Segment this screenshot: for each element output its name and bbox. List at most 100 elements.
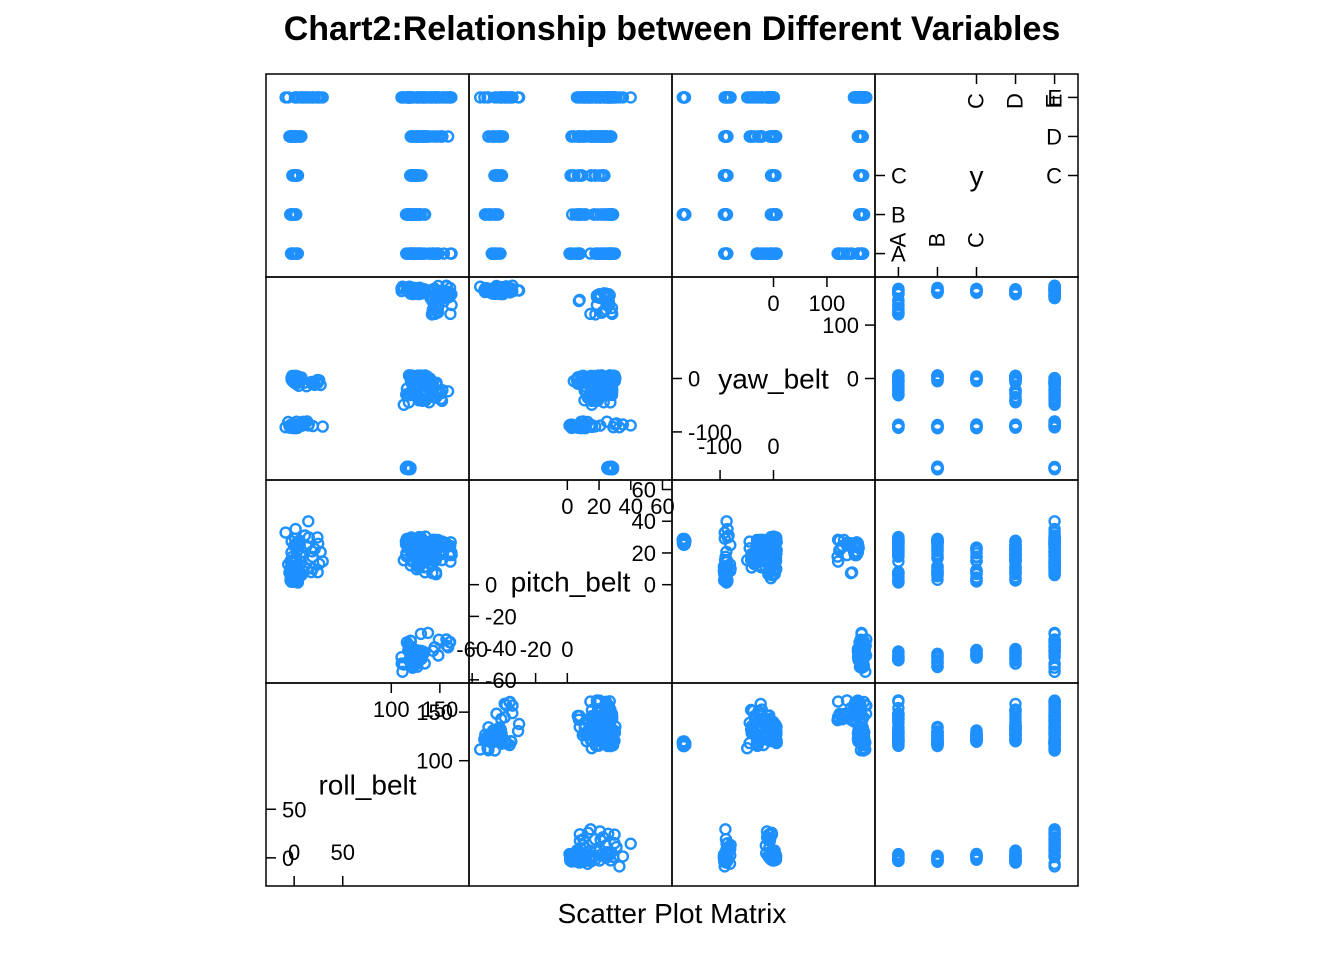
point-pitch_belt-y-347 (572, 247, 586, 260)
point-yaw_belt-pitch_belt-60 (719, 562, 733, 575)
point-yaw_belt-pitch_belt-69 (720, 515, 733, 528)
point-pitch_belt-roll_belt-180 (494, 725, 508, 738)
point-y-yaw_belt-153 (970, 285, 983, 298)
point-y-roll_belt-27 (931, 854, 944, 867)
point-roll_belt-pitch_belt-84 (313, 557, 326, 571)
tick-label-bottom-yaw_belt-1: 0 (767, 434, 779, 459)
point-yaw_belt-y-293 (747, 130, 760, 143)
point-y-pitch_belt-139 (931, 660, 944, 673)
point-pitch_belt-yaw_belt-66 (608, 418, 621, 431)
point-y-pitch_belt-293 (1009, 547, 1022, 561)
point-pitch_belt-yaw_belt-335 (604, 461, 617, 474)
tick-label-left-yaw_belt-0: -100 (688, 420, 732, 445)
point-yaw_belt-pitch_belt-349 (837, 533, 851, 547)
variable-label-y: y (970, 161, 984, 192)
point-pitch_belt-roll_belt-348 (584, 695, 597, 708)
point-y-pitch_belt-152 (970, 644, 983, 657)
point-pitch_belt-y-279 (578, 91, 591, 104)
point-yaw_belt-pitch_belt-335 (678, 535, 691, 548)
point-roll_belt-y-83 (293, 130, 306, 143)
point-y-roll_belt-335 (1048, 735, 1061, 749)
point-yaw_belt-pitch_belt-181 (857, 635, 871, 649)
point-y-yaw_belt-349 (892, 301, 905, 315)
point-y-yaw_belt-209 (931, 370, 944, 384)
point-pitch_belt-yaw_belt-60 (577, 419, 590, 433)
point-pitch_belt-y-138 (485, 208, 498, 221)
tick-label-top-yaw_belt-0: 0 (767, 291, 779, 316)
point-roll_belt-yaw_belt-58 (316, 420, 329, 433)
tick-label-bottom-pitch_belt-0: -60 (456, 637, 488, 662)
point-y-roll_belt-347 (892, 713, 905, 726)
point-yaw_belt-roll_belt-96 (759, 839, 772, 852)
point-roll_belt-y-290 (423, 130, 436, 143)
point-pitch_belt-roll_belt-167 (482, 729, 495, 743)
point-yaw_belt-roll_belt-335 (678, 735, 691, 749)
point-pitch_belt-roll_belt-349 (605, 707, 619, 721)
point-y-pitch_belt-153 (970, 648, 983, 661)
point-pitch_belt-y-343 (590, 247, 604, 260)
point-y-roll_belt-341 (892, 701, 905, 715)
point-pitch_belt-y-335 (604, 91, 617, 104)
point-y-pitch_belt-82 (1009, 572, 1022, 585)
point-yaw_belt-pitch_belt-167 (853, 657, 867, 670)
tick-label-top-roll_belt-1: 150 (422, 697, 459, 722)
point-yaw_belt-pitch_belt-68 (724, 538, 737, 552)
point-roll_belt-pitch_belt-174 (428, 641, 441, 654)
point-y-pitch_belt-105 (1048, 665, 1061, 678)
point-roll_belt-pitch_belt-83 (293, 538, 306, 551)
point-yaw_belt-y-27 (719, 208, 732, 221)
panel-frame-yaw_belt-y (671, 73, 876, 278)
point-roll_belt-y-321 (401, 208, 415, 221)
point-y-yaw_belt-167 (1009, 285, 1022, 299)
point-roll_belt-y-82 (286, 130, 299, 143)
tick-label-right-pitch_belt-3: 60 (632, 478, 656, 503)
point-yaw_belt-y-277 (751, 91, 764, 104)
point-y-yaw_belt-223 (970, 374, 983, 388)
point-roll_belt-yaw_belt-64 (279, 421, 292, 434)
point-pitch_belt-yaw_belt-278 (604, 396, 617, 409)
point-roll_belt-y-27 (285, 208, 298, 221)
point-pitch_belt-roll_belt-95 (573, 834, 587, 847)
point-y-roll_belt-349 (892, 707, 905, 721)
point-roll_belt-y-291 (415, 130, 428, 143)
point-roll_belt-y-276 (417, 91, 430, 104)
point-yaw_belt-roll_belt-292 (748, 712, 762, 725)
point-y-roll_belt-95 (1048, 834, 1061, 847)
tick-label-right-pitch_belt-0: 0 (644, 573, 656, 598)
variable-label-pitch_belt: pitch_belt (511, 567, 631, 598)
point-y-pitch_belt-26 (931, 564, 944, 577)
point-pitch_belt-roll_belt-92 (588, 833, 602, 846)
point-pitch_belt-y-218 (589, 169, 602, 182)
tick-label-right-pitch_belt-1: 20 (632, 541, 656, 566)
point-y-roll_belt-293 (1009, 704, 1022, 718)
point-y-roll_belt-292 (1009, 712, 1022, 725)
point-yaw_belt-pitch_belt-67 (720, 555, 733, 569)
point-pitch_belt-y-292 (587, 130, 600, 143)
point-yaw_belt-roll_belt-58 (719, 823, 732, 836)
point-roll_belt-yaw_belt-335 (403, 461, 417, 474)
point-roll_belt-pitch_belt-347 (426, 566, 439, 580)
point-y-yaw_belt-321 (931, 460, 944, 474)
point-y-roll_belt-40 (970, 848, 983, 862)
point-y-yaw_belt-41 (970, 420, 983, 433)
point-roll_belt-yaw_belt-291 (415, 394, 428, 407)
point-y-roll_belt-41 (970, 853, 983, 866)
point-pitch_belt-roll_belt-339 (589, 713, 602, 727)
tick-label-right-pitch_belt-2: 40 (632, 509, 656, 534)
point-yaw_belt-roll_belt-64 (718, 860, 731, 873)
point-pitch_belt-y-293 (591, 130, 605, 143)
point-roll_belt-y-261 (400, 247, 413, 260)
point-y-pitch_belt-208 (931, 551, 944, 565)
point-y-yaw_belt-279 (1048, 394, 1061, 407)
tick-label-right-yaw_belt-0: 0 (847, 367, 859, 392)
variable-label-roll_belt: roll_belt (318, 770, 416, 801)
tick-label-top-pitch_belt-2: 40 (619, 494, 643, 519)
point-y-roll_belt-276 (1048, 722, 1061, 735)
point-pitch_belt-roll_belt-168 (511, 724, 525, 738)
tick-label-left-pitch_belt-3: 0 (485, 573, 497, 598)
point-roll_belt-yaw_belt-96 (300, 380, 313, 393)
point-roll_belt-y-307 (433, 91, 447, 104)
point-y-roll_belt-265 (892, 734, 905, 747)
point-y-pitch_belt-166 (1009, 644, 1022, 657)
